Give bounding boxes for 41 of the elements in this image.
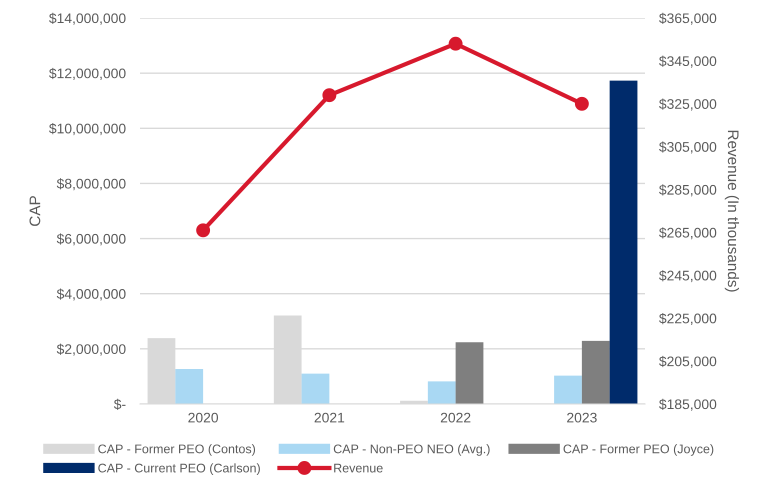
y2-tick-label: $325,000	[659, 98, 716, 111]
bar	[400, 400, 428, 404]
y-tick-label: $12,000,000	[49, 68, 126, 80]
y2-tick-label: $345,000	[659, 56, 716, 68]
y-tick-label: $4,000,000	[56, 288, 126, 301]
x-tick-label: 2020	[188, 412, 218, 423]
y2-axis-title: Revenue (In thousands)	[724, 130, 740, 292]
y2-tick-label: $265,000	[659, 227, 716, 240]
bar	[554, 376, 582, 404]
y-tick-label: $2,000,000	[56, 344, 126, 356]
bar	[175, 368, 204, 404]
y2-tick-label: $285,000	[659, 184, 716, 196]
point	[448, 36, 463, 51]
bar	[428, 381, 456, 404]
y-tick-label: $-	[114, 398, 126, 410]
y2-tick-label: $185,000	[659, 398, 716, 411]
legend-label: CAP - Former PEO (Contos)	[98, 444, 256, 456]
y-tick-label: $10,000,000	[49, 123, 126, 136]
legend-label: Revenue	[334, 464, 383, 472]
bar	[582, 340, 610, 404]
x-tick-label: 2022	[440, 412, 470, 423]
y-axis-title: CAP	[29, 196, 40, 226]
x-tick-label: 2021	[314, 412, 344, 423]
point	[196, 223, 210, 238]
y2-tick-label: $205,000	[659, 356, 716, 368]
legend-label: CAP - Former PEO (Joyce)	[564, 444, 714, 456]
x-tick-label: 2023	[567, 412, 597, 423]
y-tick-label: $8,000,000	[56, 178, 126, 190]
y2-tick-label: $305,000	[659, 141, 716, 154]
y2-tick-label: $225,000	[659, 312, 716, 326]
point	[322, 88, 336, 102]
bar	[456, 342, 484, 404]
y-tick-label: $14,000,000	[49, 12, 126, 25]
y2-tick-label: $365,000	[659, 12, 716, 25]
point	[574, 96, 589, 111]
legend-label: CAP - Non-PEO NEO (Avg.)	[334, 444, 490, 456]
y2-tick-label: $245,000	[659, 270, 716, 282]
bar	[610, 80, 638, 404]
legend-label: CAP - Current PEO (Carlson)	[98, 463, 260, 475]
bar	[302, 374, 330, 404]
y-tick-label: $6,000,000	[56, 233, 126, 246]
